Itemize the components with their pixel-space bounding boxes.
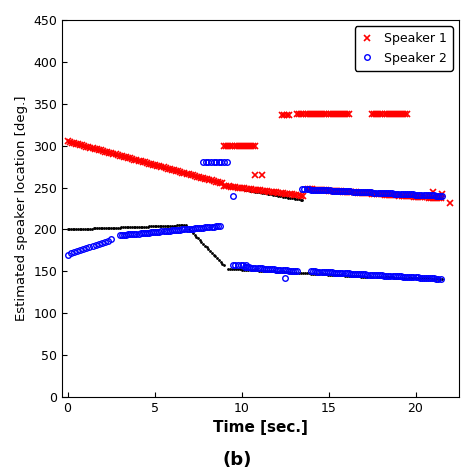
Speaker 1 [102,149,108,155]
Speaker 2 [327,270,333,275]
Text: (b): (b) [222,451,252,469]
Speaker 1 [447,200,453,205]
Line: Speaker 2: Speaker 2 [65,159,445,282]
Speaker 2 [282,275,288,281]
Speaker 2 [64,252,70,257]
Speaker 1 [134,157,139,163]
Speaker 2 [190,226,196,231]
Speaker 1 [294,111,300,117]
Speaker 1 [340,111,346,117]
Speaker 1 [242,143,248,148]
Speaker 2 [167,228,173,234]
Speaker 2 [438,276,443,282]
Speaker 2 [304,187,310,192]
Speaker 2 [390,273,395,279]
Speaker 2 [201,159,206,164]
Legend: Speaker 1, Speaker 2: Speaker 1, Speaker 2 [355,26,453,71]
Speaker 1 [219,181,225,186]
Speaker 1 [64,138,70,144]
Speaker 1 [371,111,377,117]
Line: Speaker 1: Speaker 1 [65,111,453,205]
Speaker 2 [150,229,156,235]
Y-axis label: Estimated speaker location [deg.]: Estimated speaker location [deg.] [15,96,28,321]
X-axis label: Time [sec.]: Time [sec.] [213,420,308,435]
